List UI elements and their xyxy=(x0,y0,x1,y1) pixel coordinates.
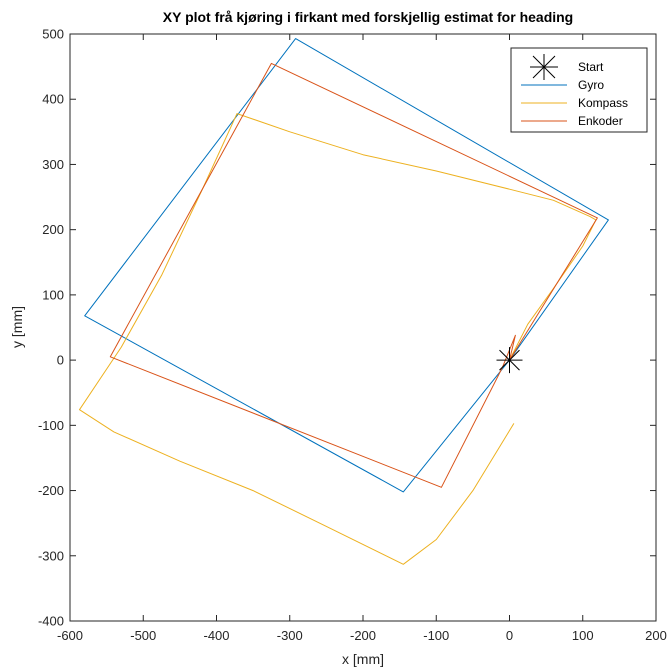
x-tick-label: -400 xyxy=(203,628,229,643)
series-line-enkoder xyxy=(109,62,598,488)
x-tick-label: -100 xyxy=(423,628,449,643)
y-tick-label: 0 xyxy=(57,353,64,368)
legend-label-start: Start xyxy=(578,60,604,74)
legend-label-gyro: Gyro xyxy=(578,78,604,92)
y-tick-label: 400 xyxy=(42,92,64,107)
x-tick-label: -600 xyxy=(57,628,83,643)
legend-label-kompass: Kompass xyxy=(578,96,628,110)
series-line-gyro xyxy=(84,38,609,493)
y-tick-label: 200 xyxy=(42,222,64,237)
y-tick-label: -300 xyxy=(38,548,64,563)
y-tick-label: 100 xyxy=(42,287,64,302)
legend-box xyxy=(510,47,648,133)
x-tick-label: -200 xyxy=(350,628,376,643)
start-marker xyxy=(496,347,523,374)
plot-frame xyxy=(69,33,657,622)
y-tick-label: -200 xyxy=(38,483,64,498)
x-tick-label: 200 xyxy=(645,628,667,643)
x-axis-label: x [mm] xyxy=(342,651,384,667)
y-tick-label: 500 xyxy=(42,27,64,42)
legend-start-marker xyxy=(530,54,558,80)
legend: Start Gyro Kompass Enkoder xyxy=(510,47,648,133)
y-tick-label: -400 xyxy=(38,614,64,629)
axis-tick-labels: -600 -500 -400 -300 -200 -100 0 100 200 -400 -300 -… xyxy=(38,27,667,644)
x-tick-label: 0 xyxy=(506,628,513,643)
y-tick-label: -100 xyxy=(38,418,64,433)
x-tick-label: -500 xyxy=(130,628,156,643)
x-tick-label: 100 xyxy=(572,628,594,643)
y-axis-label: y [mm] xyxy=(9,306,25,348)
chart-title: XY plot frå kjøring i firkant med forskj… xyxy=(163,9,573,25)
legend-label-enkoder: Enkoder xyxy=(578,114,623,128)
y-tick-label: 300 xyxy=(42,157,64,172)
x-tick-label: -300 xyxy=(277,628,303,643)
series-lines xyxy=(79,38,609,565)
